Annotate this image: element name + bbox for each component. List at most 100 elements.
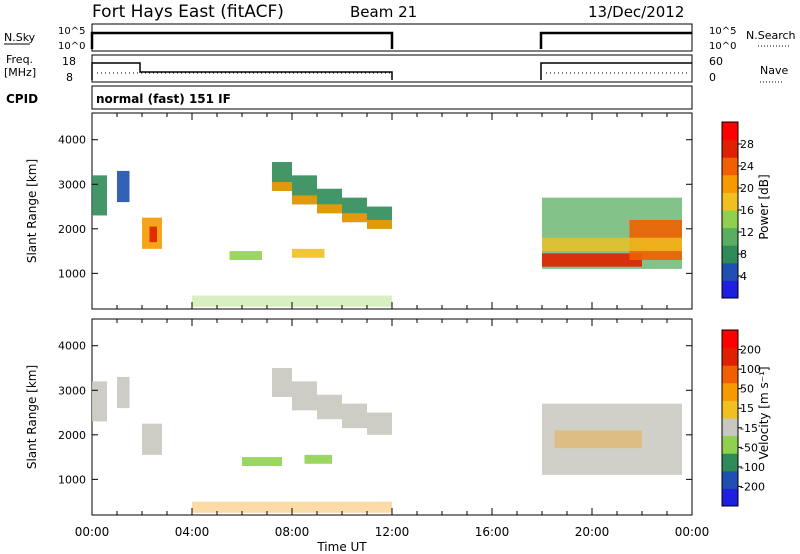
nsearch-tick-bottom: 10^0 [709,41,736,52]
colorbar-tick-label: 28 [740,138,754,151]
colorbar-tick-label: 16 [740,204,754,217]
echo-region [292,381,317,411]
colorbar-swatch [722,418,738,437]
colorbar-swatch [722,245,738,264]
echo-region [242,457,282,466]
colorbar-tick-label: -15 [740,422,758,435]
x-tick-label: 16:00 [475,525,510,539]
velocity-ylabel: Slant Range [km] [25,365,39,469]
echo-region [342,213,367,223]
echo-region [272,368,292,397]
colorbar-swatch [722,347,738,366]
nsky-label: N.Sky [4,31,36,44]
echo-region [229,251,262,260]
y-tick-label: 4000 [58,134,86,147]
colorbar-swatch [722,400,738,419]
colorbar-swatch [722,488,738,507]
freq-label: Freq. [6,53,33,66]
x-axis-label: Time UT [316,540,367,554]
nsearch-tick-top: 10^5 [709,26,736,37]
colorbar-swatch [722,382,738,401]
y-tick-label: 3000 [58,384,86,397]
colorbar-swatch [722,435,738,454]
x-tick-label: 00:00 [675,525,710,539]
y-tick-label: 4000 [58,340,86,353]
nave-tick-bottom: 0 [709,71,716,84]
colorbar-swatch [722,192,738,211]
echo-region [367,219,392,229]
velocity-colorbar: 200 100 50 15 -15 -50 -100 -200 [721,329,765,507]
nsky-tick-top: 10^5 [58,26,85,37]
power-ylabel: Slant Range [km] [25,159,39,263]
freq-trace [91,62,692,80]
plot-title: Fort Hays East (fitACF) [92,2,284,22]
echo-region [367,412,392,435]
x-tick-label: 04:00 [175,525,210,539]
colorbar-tick-label: -100 [740,461,765,474]
date-label: 13/Dec/2012 [588,3,684,21]
cpid-text: normal (fast) 151 IF [96,92,231,106]
freq-unit: [MHz] [4,66,36,79]
echo-region [92,381,107,422]
x-tick-label: 00:00 [75,525,110,539]
colorbar-tick-label: 20 [740,182,754,195]
echo-region [117,376,130,409]
y-tick-label: 3000 [58,178,86,191]
power-panel: 1000 2000 3000 4000 Slant Range [km] [25,112,693,310]
nsky-tick-bottom: 10^0 [58,41,85,52]
colorbar-swatch [722,122,738,141]
cpid-label: CPID [6,92,38,106]
y-tick-label: 2000 [58,223,86,236]
colorbar-swatch [722,227,738,246]
echo-region [342,403,367,429]
echo-region [272,182,292,191]
y-tick-label: 1000 [58,473,86,486]
nave-tick-top: 60 [709,55,723,68]
x-tick-label: 20:00 [575,525,610,539]
x-tick-label: 08:00 [275,525,310,539]
echo-region [554,430,642,449]
freq-strip: Freq. [MHz] 18 8 60 0 Nave [4,53,788,84]
colorbar-tick-label: -200 [740,480,765,493]
colorbar-swatch [722,262,738,281]
echo-region [542,253,642,267]
colorbar-tick-label: 100 [740,363,761,376]
echo-region [92,175,107,216]
echo-region [142,423,162,455]
y-tick-label: 1000 [58,267,86,280]
echo-region [117,170,130,203]
beam-label: Beam 21 [350,3,417,21]
power-colorbar: 28 24 20 16 12 8 4 [721,121,754,299]
colorbar-swatch [722,174,738,193]
echo-region [317,394,342,420]
colorbar-swatch [722,453,738,472]
colorbar-swatch [722,139,738,158]
colorbar-swatch [722,470,738,489]
freq-tick-top: 18 [62,55,76,68]
power-echo-regions [92,162,682,307]
nave-label: Nave [760,64,788,77]
echo-region [292,195,317,205]
echo-region [542,403,682,475]
echo-region [192,501,392,513]
colorbar-swatch [722,365,738,384]
echo-region [292,248,325,258]
power-colorbar-label: Power [dB] [757,174,771,239]
colorbar-tick-label: 12 [740,226,754,239]
colorbar-swatch [722,157,738,176]
nsearch-label: N.Search [746,29,796,42]
nsky-strip: N.Sky 10^5 10^0 10^5 10^0 N.Search [4,23,796,52]
velocity-panel: 1000 2000 3000 4000 Slant Range [km] [25,318,693,516]
x-tick-labels: 00:00 04:00 08:00 12:00 16:00 20:00 00:00 [75,525,710,539]
echo-region [304,454,332,464]
colorbar-swatch [722,330,738,349]
colorbar-tick-label: 200 [740,344,761,357]
echo-region [149,226,157,243]
colorbar-tick-label: 8 [740,248,747,261]
echo-region [542,237,682,252]
colorbar-tick-label: 4 [740,270,747,283]
nsky-trace [90,31,692,49]
echo-region [192,295,392,307]
colorbar-tick-label: 50 [740,383,754,396]
